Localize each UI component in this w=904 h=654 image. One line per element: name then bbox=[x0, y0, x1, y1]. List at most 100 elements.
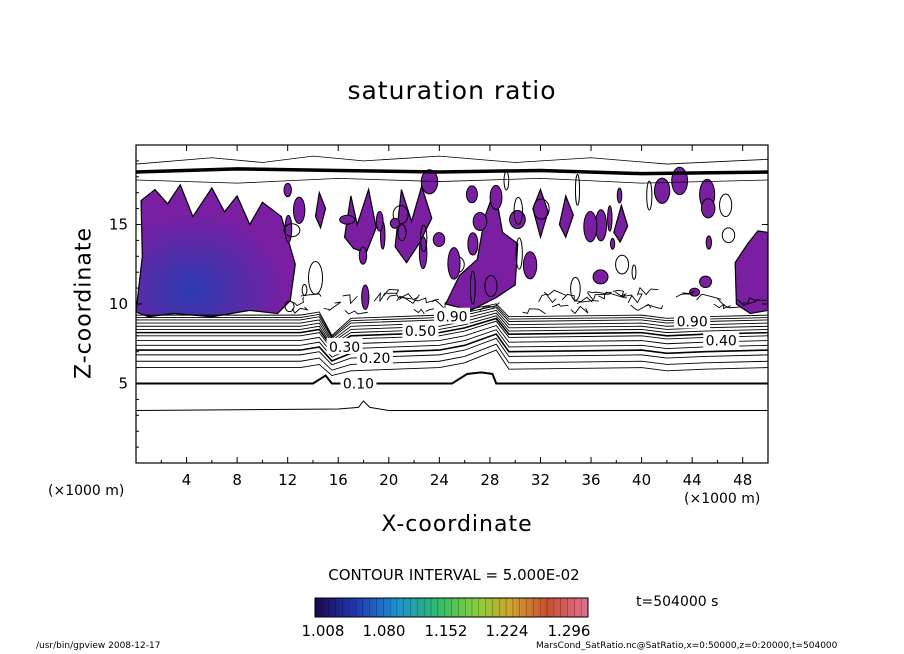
contour-line-wiggle bbox=[696, 294, 722, 301]
saturated-speck bbox=[284, 214, 293, 243]
contour-line-wiggle bbox=[612, 289, 633, 298]
contour-label-bg bbox=[703, 331, 740, 348]
saturated-speck bbox=[583, 210, 598, 243]
contour-label-bg bbox=[674, 312, 711, 329]
saturated-speck bbox=[292, 196, 306, 224]
x-tick-label: 20 bbox=[379, 471, 398, 489]
saturated-speck bbox=[392, 205, 409, 225]
contour-line-wiggle bbox=[630, 303, 652, 311]
contour-line-wiggle bbox=[291, 306, 309, 314]
contour-line-top bbox=[136, 167, 768, 176]
x-tick-label: 36 bbox=[581, 471, 600, 489]
saturated-speck bbox=[532, 198, 550, 220]
contour-line-wiggle bbox=[682, 291, 695, 294]
saturated-speck bbox=[574, 173, 581, 206]
colorbar-tick-label: 1.152 bbox=[425, 622, 468, 640]
contour-line-wiggle bbox=[538, 293, 557, 304]
contour-line-wiggle bbox=[627, 293, 643, 304]
contour-line bbox=[136, 315, 768, 346]
saturated-region-plume bbox=[558, 193, 574, 239]
contour-label-bg bbox=[356, 349, 393, 366]
contour-line-wiggle bbox=[570, 305, 589, 315]
saturated-speck bbox=[447, 247, 461, 280]
saturated-speck bbox=[361, 284, 370, 310]
saturated-region-west bbox=[136, 183, 296, 318]
saturated-speck bbox=[610, 237, 616, 250]
saturated-speck bbox=[397, 223, 407, 242]
contour-label: 0.10 bbox=[343, 377, 374, 393]
contour-label: 0.50 bbox=[405, 324, 436, 340]
saturated-regions bbox=[136, 166, 768, 318]
time-label: t=504000 s bbox=[636, 594, 719, 610]
contour-line-wiggle bbox=[636, 286, 659, 296]
contour-labels: 0.100.200.30 0.400.900.500.90 bbox=[326, 307, 740, 393]
saturated-speck bbox=[631, 264, 637, 280]
contour-line-wiggle bbox=[543, 289, 567, 297]
x-tick-label: 28 bbox=[480, 471, 499, 489]
contour-line-wiggle bbox=[373, 291, 398, 302]
contour-line bbox=[136, 317, 768, 349]
saturated-region-plume bbox=[343, 187, 377, 254]
colorbar-segments bbox=[321, 598, 582, 617]
contour-label-bg bbox=[434, 307, 470, 324]
x-tick-label: 32 bbox=[531, 471, 550, 489]
contour-line-wiggle bbox=[383, 289, 400, 296]
contour-line-wiggle bbox=[522, 308, 546, 315]
contour-line-0.10 bbox=[136, 371, 768, 385]
contour-line-wiggle bbox=[645, 304, 664, 310]
saturated-region-east bbox=[734, 230, 768, 315]
contour-line-wiggle bbox=[323, 301, 342, 312]
contour-line-wiggle bbox=[432, 299, 446, 311]
saturated-speck bbox=[509, 210, 526, 230]
x-unit-label-left: (×1000 m) bbox=[48, 483, 125, 499]
colorbar-tick-label: 1.296 bbox=[548, 622, 591, 640]
saturated-speck bbox=[503, 171, 510, 191]
footer-data-source: MarsCond_SatRatio.nc@SatRatio,x=0:50000,… bbox=[536, 641, 838, 651]
chart-title: saturation ratio bbox=[347, 76, 557, 105]
contour-line bbox=[136, 343, 768, 371]
y-tick-label: 5 bbox=[118, 375, 128, 393]
saturated-speck bbox=[489, 184, 503, 210]
contour-interval-label: CONTOUR INTERVAL = 5.000E-02 bbox=[328, 566, 580, 584]
contour-line bbox=[136, 400, 768, 412]
contour-line-wiggle bbox=[598, 291, 623, 300]
saturated-speck bbox=[301, 284, 308, 296]
contour-line-wiggle bbox=[713, 303, 731, 310]
contour-line-wiggle bbox=[414, 297, 440, 304]
contour-label: 0.40 bbox=[706, 334, 737, 350]
saturated-speck bbox=[358, 246, 368, 265]
x-tick-label: 8 bbox=[232, 471, 242, 489]
saturated-speck bbox=[472, 211, 488, 232]
x-tick-label: 16 bbox=[329, 471, 348, 489]
footer-program-date: /usr/bin/gpview 2008-12-17 bbox=[36, 641, 161, 651]
contour-line bbox=[136, 329, 768, 358]
saturated-speck bbox=[419, 224, 428, 252]
x-unit-label-right: (×1000 m) bbox=[684, 491, 761, 507]
contour-label-bg bbox=[326, 337, 363, 354]
saturated-speck bbox=[283, 223, 301, 238]
saturated-speck bbox=[646, 180, 653, 211]
contour-label: 0.30 bbox=[329, 340, 360, 356]
contour-line bbox=[136, 337, 768, 366]
saturated-speck bbox=[721, 227, 736, 244]
saturated-speck bbox=[515, 237, 523, 270]
saturated-region-central bbox=[444, 187, 519, 311]
saturated-speck bbox=[467, 232, 479, 256]
colorbar: 1.008 1.080 1.152 1.224 1.296 bbox=[302, 597, 591, 640]
contour-line bbox=[136, 320, 768, 351]
contour-line-wiggle bbox=[615, 291, 627, 299]
contour-label: 0.20 bbox=[359, 351, 390, 367]
x-tick-label: 40 bbox=[632, 471, 651, 489]
contour-line-wiggle bbox=[587, 291, 612, 294]
x-axis-ticks: 4 8 12 16 20 24 28 32 36 40 44 48 bbox=[160, 145, 752, 489]
y-axis-ticks: 5 10 15 bbox=[109, 160, 768, 448]
saturated-speck bbox=[522, 251, 538, 280]
saturated-speck bbox=[465, 185, 478, 204]
saturated-speck bbox=[705, 235, 713, 250]
contour-line-wiggle bbox=[741, 297, 767, 304]
contour-line-wiggle bbox=[479, 302, 500, 311]
contour-line-wiggle bbox=[576, 296, 593, 305]
contour-line-top bbox=[136, 177, 768, 184]
y-axis-label: Z-coordinate bbox=[71, 227, 97, 379]
